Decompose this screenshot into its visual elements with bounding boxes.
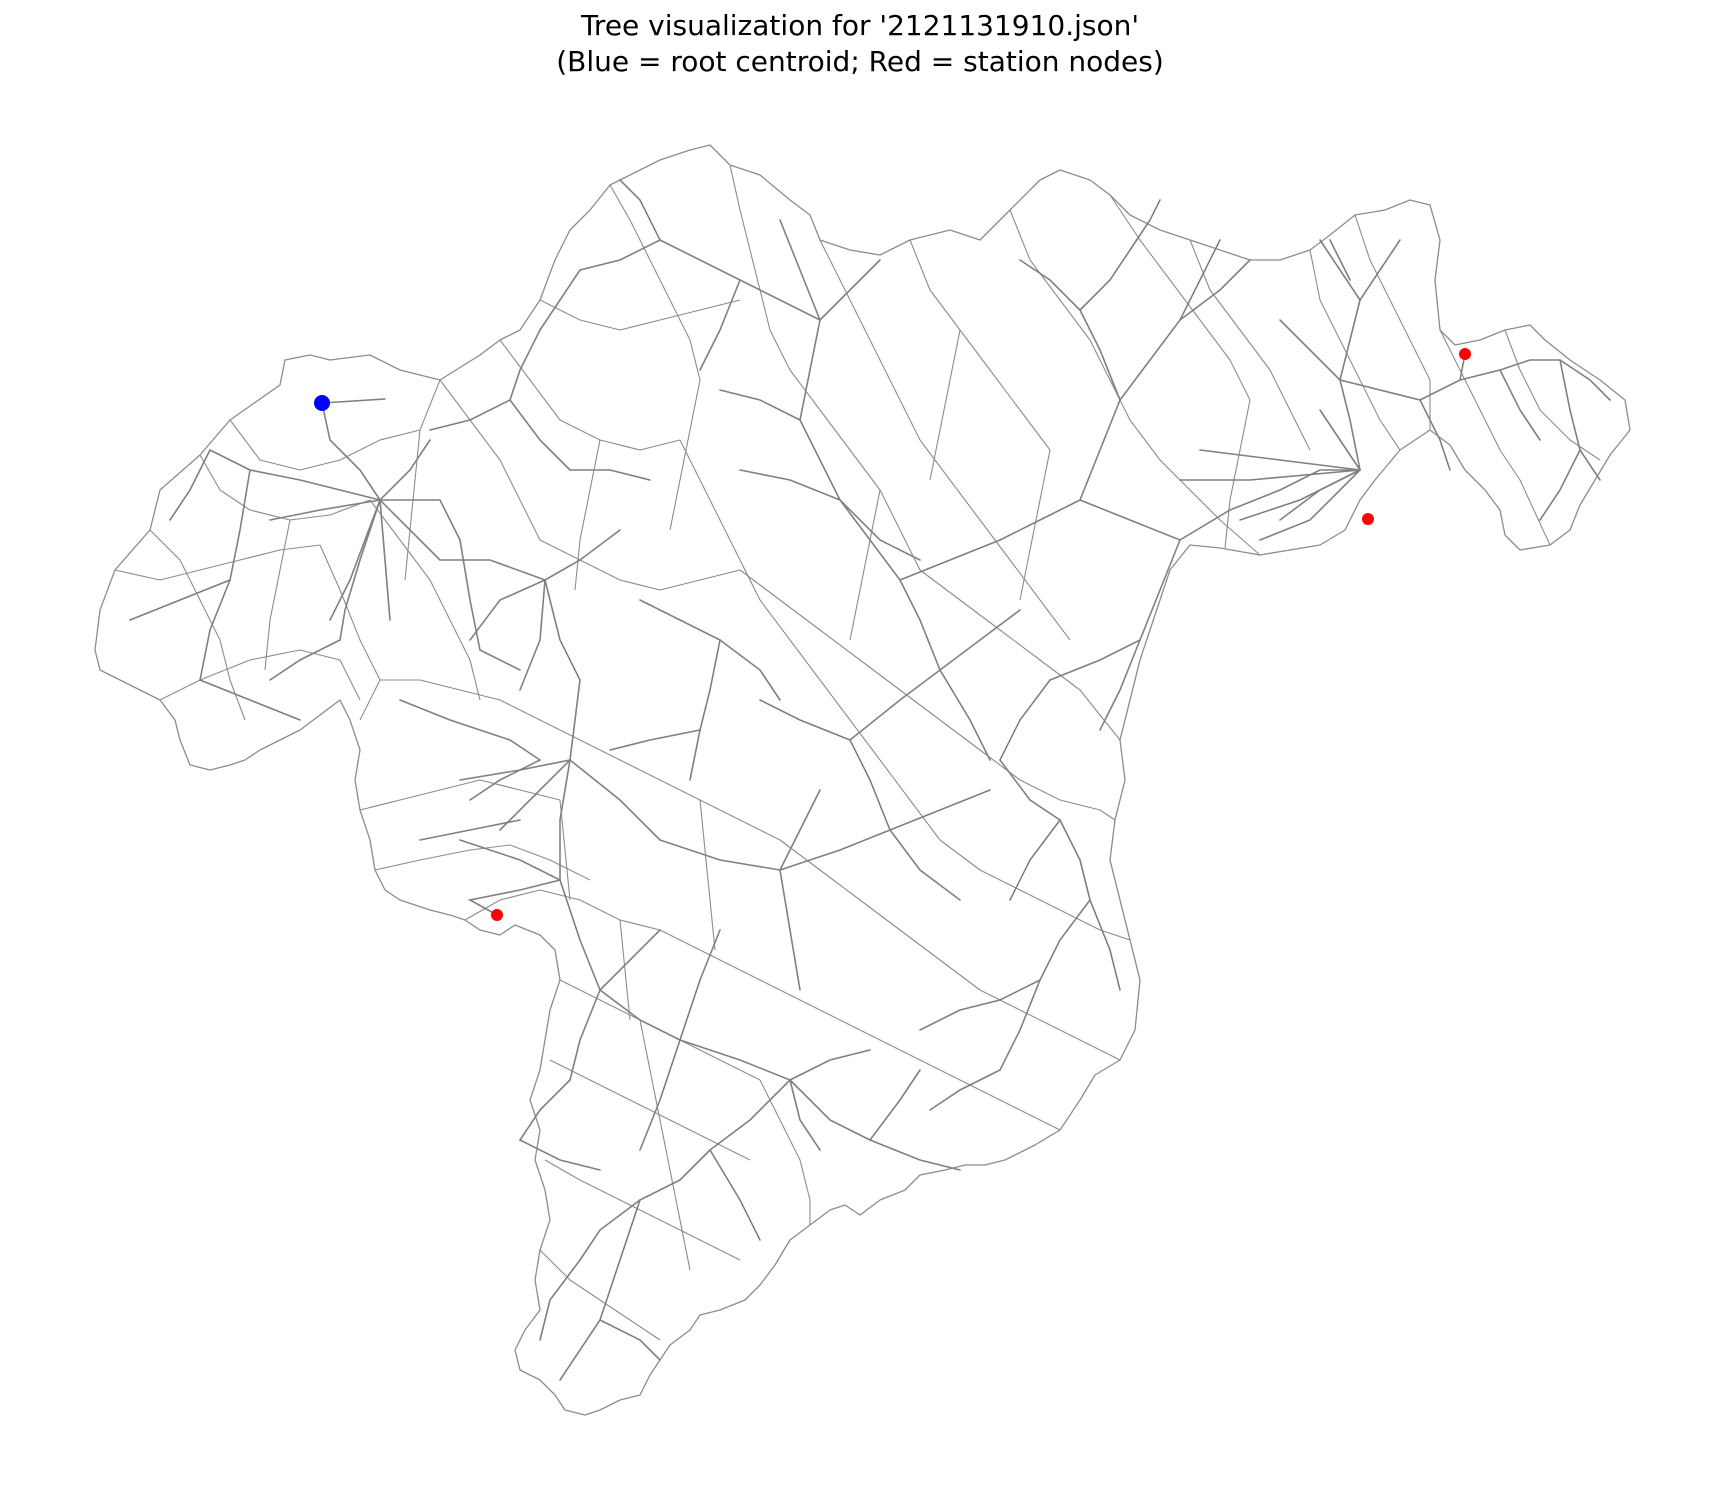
root-centroid-marker <box>314 395 330 411</box>
title-line-1: Tree visualization for '2121131910.json' <box>580 9 1140 42</box>
basin-boundary <box>94 144 1631 1416</box>
station-node <box>491 909 503 921</box>
station-node <box>1362 513 1374 525</box>
figure-title: Tree visualization for '2121131910.json'… <box>0 8 1720 80</box>
station-node <box>1459 348 1471 360</box>
subbasin-partitions <box>114 164 1601 1341</box>
tree-edges <box>129 179 1611 1381</box>
title-line-2: (Blue = root centroid; Red = station nod… <box>556 45 1164 78</box>
station-nodes <box>491 348 1471 921</box>
